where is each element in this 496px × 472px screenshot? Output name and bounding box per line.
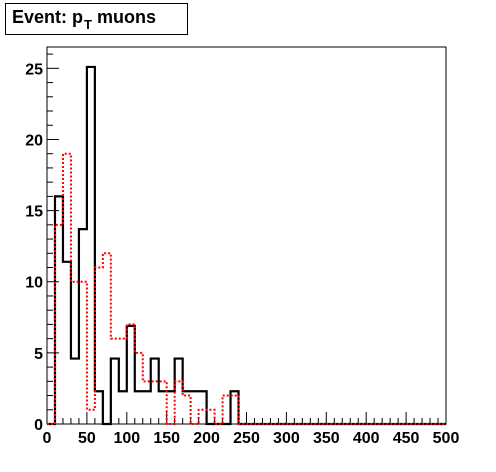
x-tick-label: 350 <box>313 430 340 447</box>
chart-title-prefix: Event: p <box>12 7 84 27</box>
histogram-series-dotted <box>47 152 446 425</box>
x-tick-label: 150 <box>153 430 180 447</box>
y-tick-label: 10 <box>25 275 43 292</box>
y-tick-label: 20 <box>25 132 43 149</box>
x-tick-label: 450 <box>393 430 420 447</box>
y-tick-label: 5 <box>34 346 43 363</box>
x-tick-label: 200 <box>193 430 220 447</box>
x-tick-label: 100 <box>113 430 140 447</box>
x-tick-label: 300 <box>273 430 300 447</box>
y-tick-label: 15 <box>25 204 43 221</box>
chart-title-subscript: T <box>84 17 92 32</box>
y-tick-label: 0 <box>34 417 43 434</box>
chart-title-suffix: muons <box>91 7 156 27</box>
x-tick-label: 500 <box>433 430 460 447</box>
x-tick-label: 250 <box>233 430 260 447</box>
x-tick-label: 0 <box>43 430 52 447</box>
x-tick-label: 400 <box>353 430 380 447</box>
chart-title: Event: pT muons <box>5 3 188 35</box>
histogram-series-solid <box>47 65 446 426</box>
y-tick-label: 25 <box>25 61 43 78</box>
x-tick-label: 50 <box>78 430 96 447</box>
plot-frame <box>46 46 447 425</box>
